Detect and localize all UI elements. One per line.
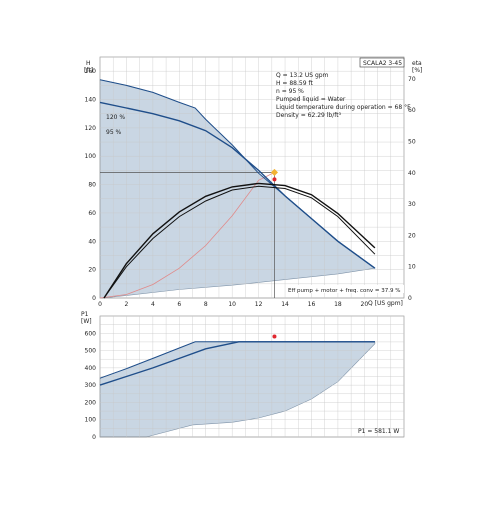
top-y-right-label-line1: eta bbox=[412, 60, 422, 67]
power-curve-120 bbox=[99, 341, 375, 379]
power-point-marker bbox=[272, 334, 277, 339]
info-line-4: Pumped liquid = Water bbox=[276, 96, 346, 103]
top-y-right-label-line2: [%] bbox=[412, 67, 422, 74]
info-line-1: Q = 13.2 US gpm bbox=[276, 72, 329, 79]
top-y-left-tick-label: 160 bbox=[85, 68, 97, 75]
top-points bbox=[270, 168, 279, 182]
info-line-6: Density = 62.29 lb/ft³ bbox=[276, 112, 342, 119]
top-y-right-tick-label: 50 bbox=[408, 139, 416, 146]
top-y-right-tick-label: 0 bbox=[408, 295, 412, 302]
top-y-right-tick-label: 40 bbox=[408, 170, 416, 177]
top-grid bbox=[99, 56, 405, 299]
top-x-tick-label: 0 bbox=[98, 301, 102, 308]
efficiency-curve-95 bbox=[103, 185, 376, 299]
top-x-tick-label: 6 bbox=[177, 301, 181, 308]
eff-note-bg bbox=[286, 285, 404, 293]
efficiency-curve-120 bbox=[103, 182, 376, 299]
top-x-axis-label: Q [US gpm] bbox=[368, 300, 403, 307]
bottom-y-label-line2: [W] bbox=[81, 318, 92, 325]
bottom-envelope-area bbox=[99, 341, 376, 438]
top-x-tick-label: 18 bbox=[334, 301, 342, 308]
top-y-left-label-line1: H bbox=[86, 60, 91, 67]
top-x-tick-label: 16 bbox=[308, 301, 316, 308]
bottom-y-label-line1: P1 bbox=[81, 311, 89, 318]
head-curve-95 bbox=[99, 101, 376, 269]
top-y-left-tick-label: 100 bbox=[85, 153, 97, 160]
top-y-left-tick-label: 120 bbox=[85, 125, 97, 132]
duty-point-marker bbox=[270, 168, 279, 176]
top-tick-labels: 0 2 4 6 8 10 12 14 16 18 20 0 20 40 60 80 100 120 140 160 0 1… bbox=[85, 68, 416, 308]
top-x-tick-label: 4 bbox=[151, 301, 155, 308]
model-label: SCALA2 3-45 bbox=[363, 60, 402, 67]
model-box bbox=[359, 57, 405, 68]
bottom-y-tick-label: 400 bbox=[85, 365, 97, 372]
bottom-curves bbox=[99, 341, 375, 386]
top-x-tick-label: 8 bbox=[204, 301, 208, 308]
curve-label-95: 95 % bbox=[106, 129, 122, 136]
top-y-left-tick-label: 40 bbox=[88, 238, 96, 245]
top-y-right-tick-label: 30 bbox=[408, 201, 416, 208]
info-line-2: H = 88.59 ft bbox=[276, 80, 313, 87]
eff-note: Eff pump + motor + freq. conv = 37.9 % bbox=[288, 288, 400, 294]
bottom-y-tick-label: 100 bbox=[85, 417, 97, 424]
bottom-tick-labels: 0 100 200 300 400 500 600 bbox=[85, 330, 97, 441]
bottom-y-tick-label: 0 bbox=[92, 434, 96, 441]
bottom-operating-envelope bbox=[99, 341, 376, 438]
efficiency-point-marker bbox=[272, 177, 277, 182]
top-y-left-tick-label: 80 bbox=[88, 182, 96, 189]
system-curve bbox=[99, 172, 275, 299]
power-note: P1 = 581.1 W bbox=[358, 428, 399, 435]
bottom-y-tick-label: 500 bbox=[85, 348, 97, 355]
top-y-right-tick-label: 20 bbox=[408, 232, 416, 239]
bottom-points bbox=[272, 334, 277, 339]
bottom-grid bbox=[99, 315, 405, 438]
top-y-left-tick-label: 140 bbox=[85, 97, 97, 104]
top-y-right-tick-label: 70 bbox=[408, 76, 416, 83]
top-x-tick-label: 14 bbox=[281, 301, 289, 308]
top-curves bbox=[99, 79, 376, 299]
top-y-right-tick-label: 10 bbox=[408, 264, 416, 271]
top-x-tick-label: 2 bbox=[125, 301, 129, 308]
top-y-right-tick-label: 60 bbox=[408, 107, 416, 114]
bottom-y-tick-label: 300 bbox=[85, 382, 97, 389]
top-x-tick-label: 10 bbox=[228, 301, 236, 308]
top-labels: H [ft] eta [%] SCALA2 3-45 Q = 13.2 US g… bbox=[84, 57, 422, 307]
bottom-labels: P1 [W] P1 = 581.1 W bbox=[81, 311, 399, 435]
bottom-y-tick-label: 600 bbox=[85, 330, 97, 337]
top-x-tick-label: 20 bbox=[361, 301, 369, 308]
top-y-left-tick-label: 60 bbox=[88, 210, 96, 217]
bottom-y-tick-label: 200 bbox=[85, 399, 97, 406]
top-x-tick-label: 12 bbox=[255, 301, 263, 308]
curve-label-120: 120 % bbox=[106, 114, 125, 121]
top-y-left-tick-label: 0 bbox=[92, 295, 96, 302]
top-y-left-label-line2: [ft] bbox=[84, 67, 93, 74]
power-curve-95 bbox=[99, 341, 375, 386]
top-y-left-tick-label: 20 bbox=[88, 267, 96, 274]
info-line-5: Liquid temperature during operation = 68… bbox=[276, 104, 411, 111]
info-line-3: n = 95 % bbox=[276, 88, 304, 95]
